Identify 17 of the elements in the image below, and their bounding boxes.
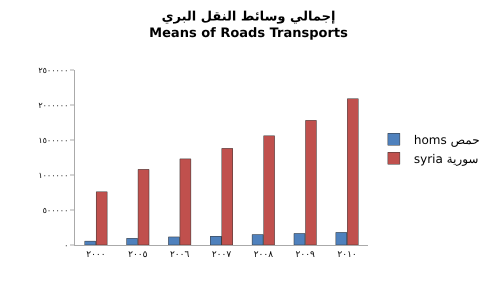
x-tick-label: ٢٠٠٥ <box>128 250 148 260</box>
x-tick-label: ٢٠٠٧ <box>212 250 232 260</box>
y-tick-label: ٢٠٠٠٠٠٠ <box>38 100 68 110</box>
legend-label: syria سورية <box>414 152 478 166</box>
y-tick-label: ١٥٠٠٠٠٠ <box>38 136 68 145</box>
y-tick-label: ٥٠٠٠٠٠ <box>42 206 68 215</box>
y-tick-label: ٠ <box>64 240 68 250</box>
x-tick-label: ٢٠٠٠ <box>86 250 106 260</box>
legend-label: homs حمص <box>414 132 480 147</box>
chart-title: إجمالي وسائط النقل البري <box>162 9 336 24</box>
x-tick-label: ٢٠٠٨ <box>254 250 274 260</box>
x-tick-label: ٢٠٠٦ <box>170 250 190 260</box>
y-tick-label: ١٠٠٠٠٠٠ <box>38 170 68 180</box>
y-tick-label: ٢٥٠٠٠٠٠ <box>38 66 68 75</box>
x-tick-label: ٢٠١٠ <box>337 250 357 260</box>
x-tick-label: ٢٠٠٩ <box>296 250 316 260</box>
chart-subtitle: Means of Roads Transports <box>149 26 348 42</box>
